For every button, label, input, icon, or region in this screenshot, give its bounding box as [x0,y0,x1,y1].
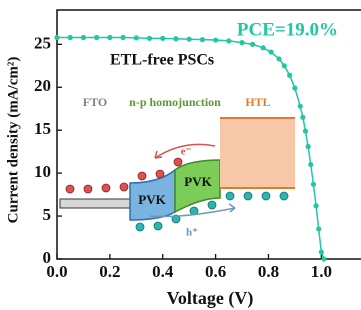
y-tick-label: 0 [43,248,52,267]
data-point [276,56,281,61]
y-tick-label: 15 [34,119,51,138]
data-point [308,162,313,167]
hole-label: h⁺ [186,227,198,239]
data-point [282,63,287,68]
data-point [306,144,311,149]
chart: PCE=19.0% ETL-free PSCs FTO n-p homojunc… [0,0,361,310]
fto-label: FTO [83,95,107,109]
data-point [81,35,86,40]
data-point [173,36,178,41]
data-point [261,45,266,50]
data-point [213,37,218,42]
x-tick-label: 0.8 [258,262,279,281]
data-point [319,250,324,255]
x-tick-label: 1.0 [311,262,332,281]
data-point [68,35,73,40]
data-point [187,37,192,42]
htl-label: HTL [245,95,270,109]
data-point [134,35,139,40]
data-point [287,73,292,78]
pvk-p-label: PVK [184,174,212,189]
data-point [316,226,321,231]
inset-diagram [60,118,295,231]
data-point [292,86,297,91]
axis-frame [57,10,361,259]
data-point [107,35,112,40]
y-tick-label: 5 [43,205,52,224]
data-point [239,40,244,45]
inset-title: ETL-free PSCs [110,52,214,69]
data-point [321,256,326,261]
y-tick-label: 20 [34,76,51,95]
data-point [250,42,255,47]
data-point [94,35,99,40]
htl-layer [220,118,295,188]
data-point [269,49,274,54]
data-point [298,104,303,109]
data-point [147,36,152,41]
x-tick-label: 0.6 [205,262,226,281]
pvk-n-label: PVK [138,192,166,207]
x-tick-label: 0.2 [99,262,120,281]
data-point [200,37,205,42]
homojunction-label: n-p homojunction [129,95,221,109]
x-tick-label: 0.4 [152,262,174,281]
y-axis-label: Current density (mA/cm²) [5,57,21,224]
data-point [54,35,59,40]
data-point [160,36,165,41]
electron-label: e⁻ [181,146,192,158]
x-axis-label: Voltage (V) [167,288,254,309]
y-tick-label: 10 [34,162,51,181]
y-tick-label: 25 [34,33,51,52]
data-point [300,115,305,120]
data-point [311,182,316,187]
data-point [313,203,318,208]
data-point [226,38,231,43]
data-point [120,35,125,40]
data-point [303,128,308,133]
fto-layer [60,199,130,208]
pce-label: PCE=19.0% [237,19,338,40]
